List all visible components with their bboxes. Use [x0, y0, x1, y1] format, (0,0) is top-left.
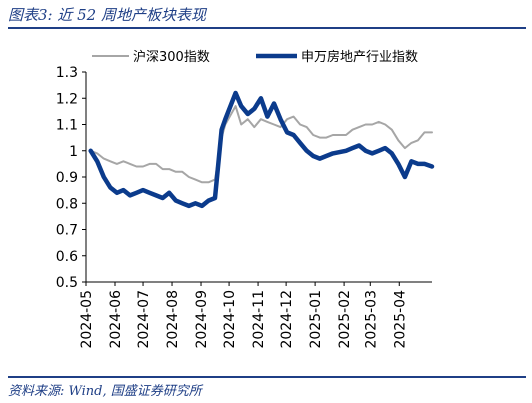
- x-tick-label: 2024-11: [251, 290, 267, 349]
- x-tick-label: 2024-10: [222, 290, 238, 349]
- series-layer: [88, 90, 435, 209]
- x-tick-label: 2024-12: [279, 290, 295, 349]
- x-tick-label: 2024-05: [79, 290, 95, 349]
- series-line-realestate: [88, 90, 435, 209]
- y-tick-label: 1.1: [56, 118, 78, 134]
- line-chart: 沪深300指数 申万房地产行业指数 0.5 0.6 0.7 0.8 0.9 1 1.1 1.2…: [56, 49, 435, 349]
- x-tick-label: 2024-08: [165, 290, 181, 349]
- source-note: 资料来源: Wind, 国盛证券研究所: [8, 384, 202, 399]
- y-tick-label: 1.3: [56, 65, 78, 81]
- legend-label-realestate: 申万房地产行业指数: [301, 49, 418, 65]
- y-tick-label: 0.5: [56, 275, 78, 291]
- x-tick-label: 2024-06: [108, 290, 124, 349]
- y-tick-label: 1: [69, 144, 78, 160]
- y-tick-label: 0.6: [56, 249, 78, 265]
- y-tick-label: 0.7: [56, 223, 78, 239]
- y-tick-label: 1.2: [56, 91, 78, 107]
- y-tick-label: 0.8: [56, 196, 78, 212]
- x-tick-label: 2025-01: [308, 290, 324, 349]
- x-tick-label: 2024-09: [194, 290, 210, 349]
- x-tick-label: 2024-07: [136, 290, 152, 349]
- chart-title: 图表3: 近 52 周地产板块表现: [8, 6, 206, 24]
- y-axis: 0.5 0.6 0.7 0.8 0.9 1 1.1 1.2 1.3: [56, 65, 87, 291]
- legend-label-hs300: 沪深300指数: [133, 49, 210, 65]
- x-tick-label: 2025-04: [392, 290, 408, 349]
- legend: 沪深300指数 申万房地产行业指数: [92, 49, 418, 65]
- bottom-rule: [8, 376, 526, 378]
- x-tick-label: 2025-02: [337, 290, 353, 349]
- y-tick-label: 0.9: [56, 170, 78, 186]
- top-rule: [8, 27, 526, 29]
- x-tick-label: 2025-03: [363, 290, 379, 349]
- series-line-hs300: [89, 105, 433, 184]
- x-axis: 2024-05 2024-06 2024-07 2024-08 2024-09 2024-…: [79, 281, 432, 349]
